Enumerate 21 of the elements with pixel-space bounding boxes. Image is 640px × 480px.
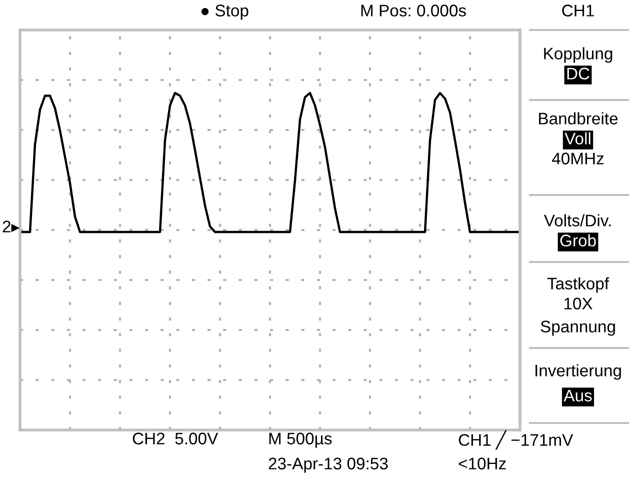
text: 10X [564,298,592,310]
text: Spannung [540,320,615,336]
text: CH1 [562,4,594,16]
text: Grob [560,234,596,246]
text: CH1 ╱ −171mV [458,430,574,450]
text: Volts/Div. [544,214,611,226]
text: 23-Apr-13 09:53 [268,458,388,473]
text: DC [567,68,590,80]
text: 2▸ [2,220,20,232]
text: ● Stop [201,4,248,20]
text: <10Hz [458,458,506,470]
text: Voll [564,132,590,144]
text: M 500µs [269,432,332,448]
text: Aus [564,390,592,402]
text: CH2 5.00V [132,432,218,444]
text: M Pos: 0.000s [361,4,466,16]
text: Tastkopf [547,277,610,293]
text: Invertierung [536,364,621,380]
text: Kopplung [544,47,612,63]
text: Bandbreite [539,112,618,124]
text: 40MHz [552,152,604,164]
